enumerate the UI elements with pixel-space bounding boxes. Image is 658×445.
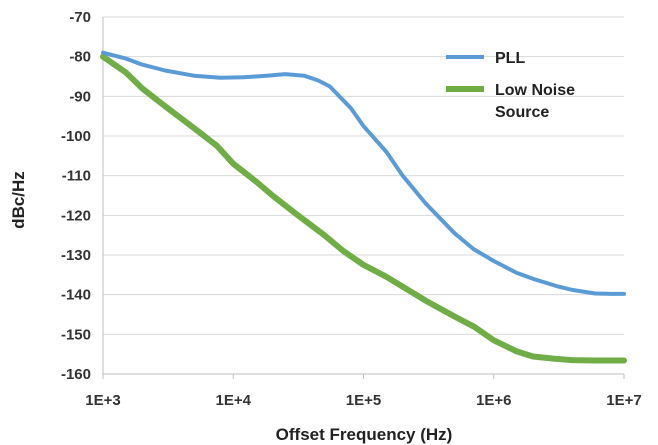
series-lines: [100, 50, 627, 364]
legend: PLL Low Noise Source: [446, 50, 575, 121]
y-tick-label: -100: [61, 128, 91, 145]
legend-label: PLL: [495, 50, 525, 67]
y-tick-label: -160: [61, 366, 91, 383]
x-tick-label: 1E+5: [346, 392, 381, 409]
y-tick-label: -150: [61, 326, 91, 343]
series-line-low-noise-source: [100, 53, 627, 364]
x-tick-label: 1E+7: [606, 392, 641, 409]
legend-label: Low Noise Source: [495, 82, 575, 121]
y-tick-label: -120: [61, 207, 91, 224]
y-tick-label: -130: [61, 247, 91, 264]
x-axis-title: Offset Frequency (Hz): [276, 425, 453, 444]
x-tick-labels: 1E+3 1E+4 1E+5 1E+6 1E+7: [85, 392, 641, 409]
series-line-pll: [101, 50, 626, 296]
y-tick-label: -70: [69, 9, 91, 26]
y-tick-label: -110: [62, 168, 91, 185]
y-tick-label: -90: [69, 88, 91, 105]
y-tick-labels: -70 -80 -90 -100 -110 -120 -130 -140 -150 -160: [61, 9, 91, 383]
gridlines: [103, 16, 624, 335]
y-tick-label: -80: [69, 49, 91, 66]
y-axis-title: dBc/Hz: [9, 171, 28, 229]
x-tick-label: 1E+6: [476, 392, 511, 409]
y-tick-label: -140: [61, 287, 91, 304]
x-tick-label: 1E+4: [216, 392, 252, 409]
axes: [102, 17, 625, 379]
x-tick-label: 1E+3: [85, 392, 120, 409]
